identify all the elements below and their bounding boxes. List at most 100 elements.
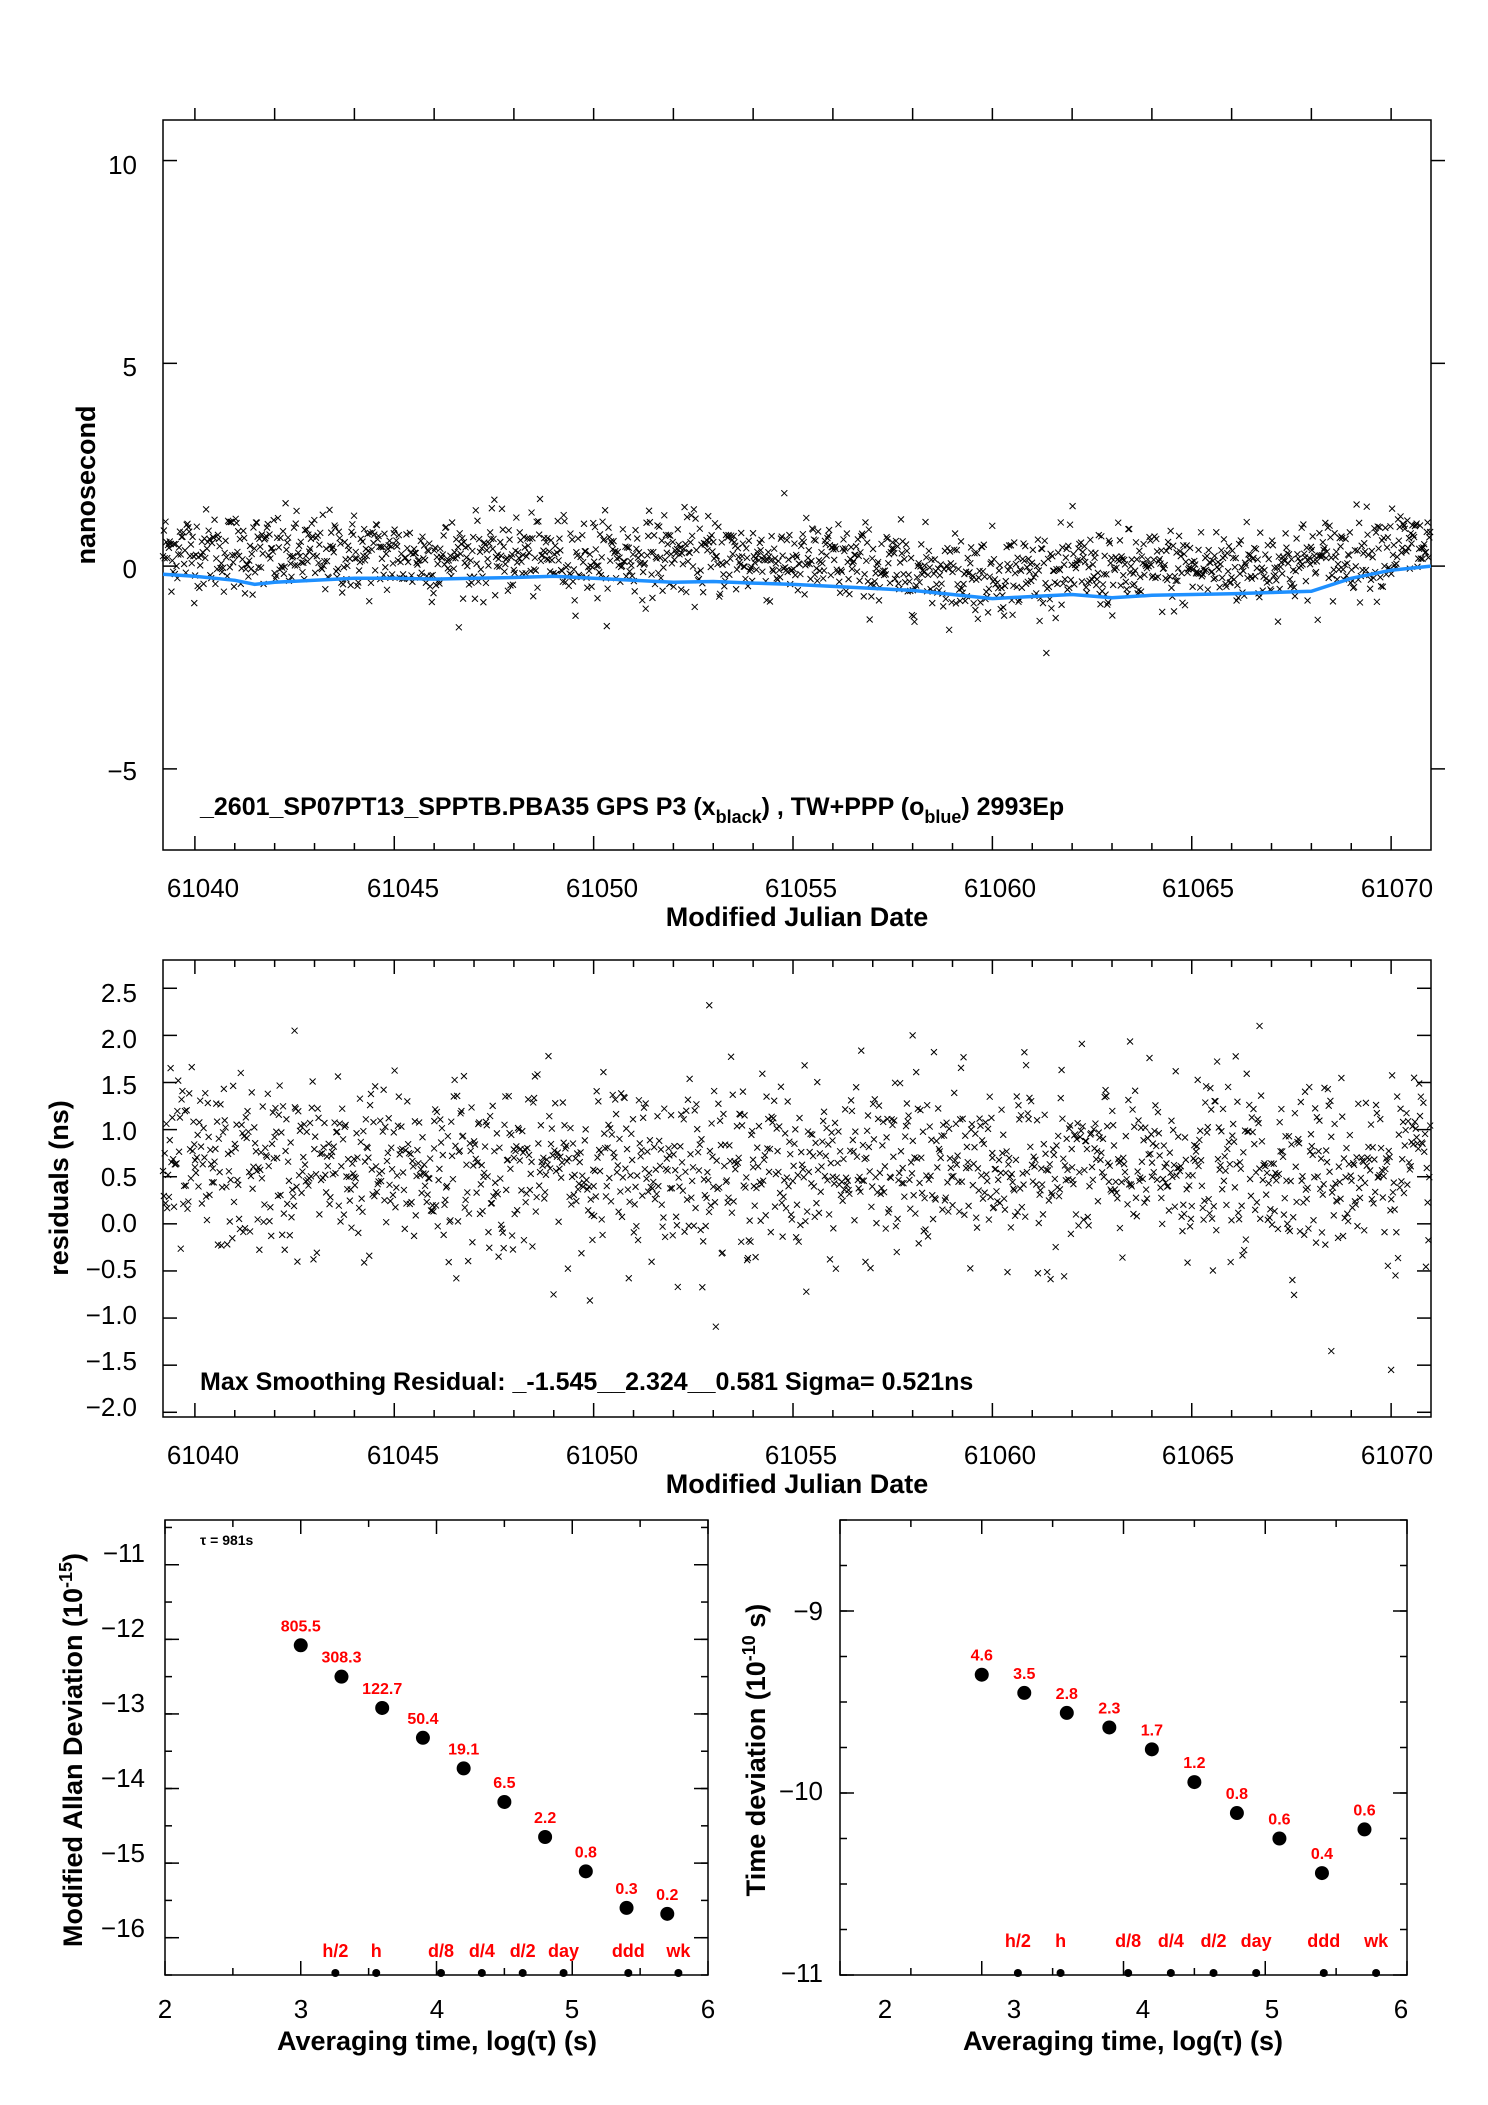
residual-point	[1164, 1182, 1172, 1190]
residual-point	[983, 1177, 991, 1185]
residual-point	[423, 1198, 431, 1206]
residual-point	[299, 1168, 306, 1175]
residual-point	[245, 1128, 252, 1136]
residual-point	[267, 1232, 275, 1240]
residual-point	[179, 1087, 186, 1095]
residual-outlier	[705, 1001, 713, 1009]
gps-p3-point	[911, 618, 918, 626]
gps-p3-point	[1410, 533, 1418, 541]
gps-p3-point	[1326, 522, 1333, 530]
residual-point	[834, 1159, 841, 1167]
residual-point	[944, 1179, 951, 1186]
residual-point	[163, 1204, 171, 1212]
residual-point	[892, 1222, 900, 1230]
gps-p3-point	[961, 597, 969, 605]
residual-point	[411, 1118, 419, 1125]
residual-point	[655, 1182, 662, 1190]
residual-point	[1405, 1159, 1413, 1166]
gps-p3-point	[1183, 542, 1191, 549]
gps-p3-point	[921, 562, 928, 569]
gps-p3-point	[684, 558, 692, 565]
gps-p3-point	[863, 539, 871, 546]
residual-point	[1336, 1178, 1344, 1186]
gps-p3-point	[777, 535, 785, 542]
residual-point	[606, 1124, 614, 1132]
residual-point	[1365, 1156, 1373, 1163]
residual-point	[850, 1148, 857, 1155]
residual-point	[477, 1181, 485, 1188]
residual-point	[1253, 1199, 1261, 1206]
residual-point	[601, 1144, 609, 1152]
gps-p3-point	[1321, 519, 1329, 527]
residual-point	[868, 1203, 875, 1211]
residual-point	[605, 1121, 612, 1129]
residual-point	[1366, 1167, 1374, 1174]
gps-p3-point	[216, 542, 223, 550]
gps-p3-point	[1089, 561, 1097, 568]
gps-p3-point	[1034, 536, 1042, 543]
gps-p3-point	[418, 569, 426, 577]
gps-p3-point	[170, 540, 178, 548]
deviation-point	[1059, 1705, 1074, 1720]
gps-p3-point	[1108, 612, 1116, 619]
residual-point	[488, 1199, 496, 1207]
gps-p3-point	[1265, 555, 1273, 563]
gps-p3-point	[174, 551, 182, 558]
residual-point	[314, 1105, 322, 1113]
gps-p3-point	[381, 530, 388, 538]
gps-p3-point	[1284, 560, 1292, 567]
residual-point	[1206, 1209, 1213, 1217]
gps-p3-point	[768, 532, 775, 540]
gps-p3-point	[472, 506, 480, 514]
residual-point	[475, 1119, 483, 1126]
residual-point	[1238, 1202, 1246, 1210]
residual-point	[769, 1118, 776, 1126]
residual-point	[1088, 1163, 1096, 1171]
gps-p3-point	[1069, 502, 1076, 510]
residual-point	[1211, 1097, 1218, 1105]
residual-point	[993, 1187, 1000, 1195]
residual-point	[508, 1232, 516, 1239]
gps-p3-point	[306, 545, 314, 553]
gps-p3-point	[328, 545, 336, 553]
gps-p3-point	[986, 573, 994, 581]
gps-p3-point	[363, 552, 371, 560]
residual-point	[507, 1165, 514, 1173]
residual-point	[327, 1152, 335, 1160]
residual-point	[401, 1225, 409, 1233]
residual-point	[349, 1160, 356, 1168]
residual-point	[194, 1131, 202, 1139]
gps-p3-point	[1114, 519, 1122, 527]
gps-p3-point	[406, 529, 414, 537]
gps-p3-point	[790, 565, 797, 573]
residual-point	[337, 1218, 344, 1225]
residual-point	[320, 1144, 327, 1151]
residual-point	[945, 1125, 953, 1133]
residual-point	[1022, 1061, 1030, 1069]
residual-point	[974, 1165, 982, 1172]
residual-point	[244, 1107, 251, 1115]
residual-point	[1267, 1205, 1274, 1213]
residual-point	[801, 1062, 808, 1069]
caption-end: ) 2993Ep	[961, 793, 1064, 821]
residual-point	[338, 1162, 345, 1170]
residual-point	[1250, 1140, 1258, 1148]
residual-point	[802, 1288, 810, 1296]
gps-p3-point	[572, 612, 579, 620]
gps-p3-point	[979, 567, 987, 575]
gps-p3-point	[1128, 556, 1136, 563]
gps-p3-point	[1234, 581, 1241, 589]
gps-p3-point	[938, 580, 945, 588]
residual-point	[757, 1217, 765, 1225]
residual-point	[420, 1161, 428, 1169]
gps-p3-point	[455, 623, 463, 631]
residual-point	[1394, 1254, 1402, 1262]
gps-p3-point	[964, 554, 972, 562]
residual-point	[953, 1161, 961, 1169]
residual-point	[1143, 1195, 1151, 1202]
gps-p3-point	[303, 526, 311, 533]
residual-point	[1256, 1165, 1263, 1172]
residual-point	[604, 1144, 611, 1151]
residual-point	[682, 1107, 690, 1115]
